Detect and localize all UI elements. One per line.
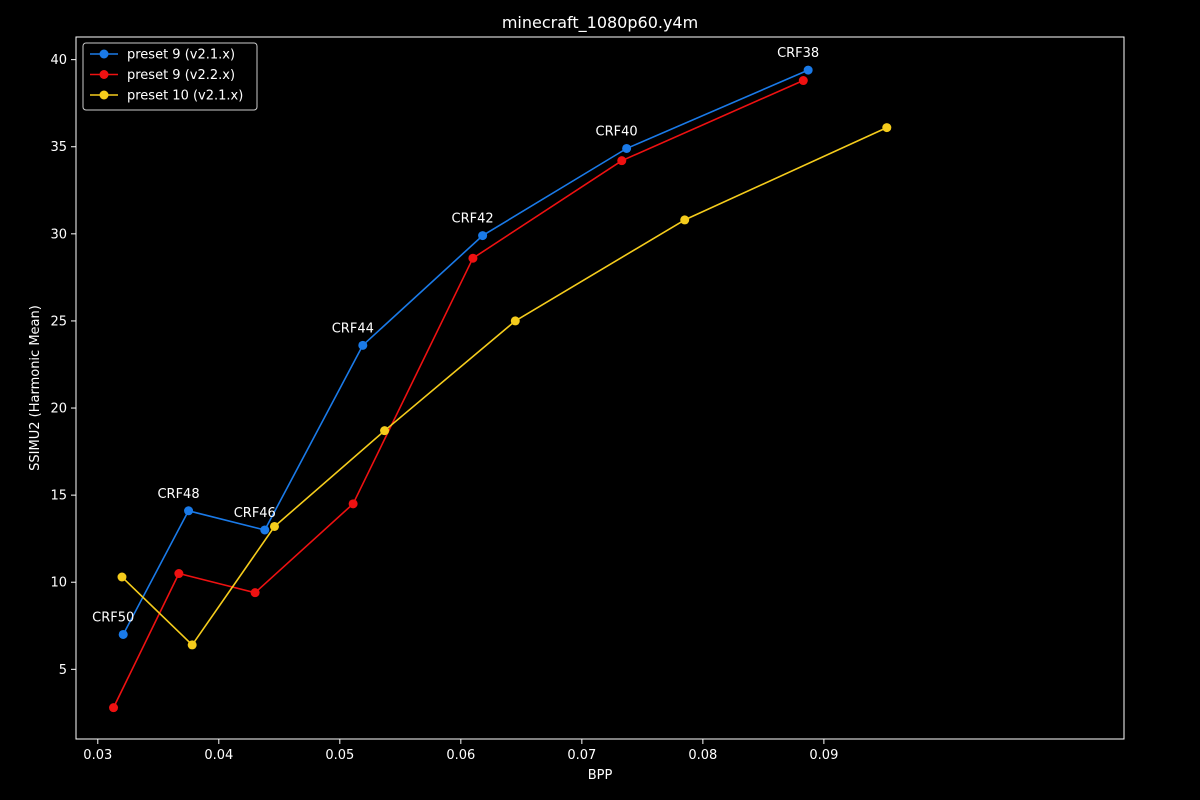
data-point-series-1	[358, 340, 368, 350]
chart-title: minecraft_1080p60.y4m	[502, 13, 698, 33]
data-point-series-2	[250, 588, 260, 598]
data-point-series-2	[174, 569, 184, 579]
data-point-series-3	[882, 123, 892, 133]
data-point-series-2	[617, 156, 627, 166]
data-point-series-2	[468, 253, 478, 263]
data-point-series-2	[109, 703, 119, 713]
x-tick-label: 0.05	[325, 748, 354, 763]
crf-annotation: CRF46	[234, 506, 276, 521]
x-tick-label: 0.07	[567, 748, 596, 763]
legend-label-3: preset 10 (v2.1.x)	[127, 89, 243, 104]
y-tick-label: 20	[50, 402, 67, 417]
data-point-series-3	[187, 640, 197, 650]
data-point-series-1	[803, 65, 813, 75]
crf-annotation: CRF50	[92, 610, 134, 625]
data-point-series-1	[118, 629, 128, 639]
data-point-series-2	[348, 499, 358, 509]
crf-annotation: CRF38	[777, 46, 819, 61]
crf-annotation: CRF42	[452, 212, 494, 227]
x-tick-label: 0.04	[204, 748, 233, 763]
legend-marker-1	[99, 49, 109, 59]
data-point-series-2	[798, 76, 808, 86]
x-tick-label: 0.08	[688, 748, 717, 763]
x-axis-title: BPP	[588, 768, 613, 783]
crf-annotation: CRF44	[332, 321, 374, 336]
data-point-series-1	[622, 143, 632, 153]
y-tick-label: 35	[50, 140, 67, 155]
y-tick-label: 10	[50, 576, 67, 591]
legend-label-2: preset 9 (v2.2.x)	[127, 68, 235, 83]
y-tick-label: 5	[59, 663, 67, 678]
legend-marker-3	[99, 90, 109, 100]
plot-area: 0.03 0.04 0.05 0.06 0.07 0.08 0.09 5 10 15 20 25 30 3…	[50, 36, 1125, 763]
y-tick-label: 30	[50, 227, 67, 242]
legend-marker-2	[99, 70, 109, 79]
y-tick-label: 15	[50, 489, 67, 504]
legend: preset 9 (v2.1.x) preset 9 (v2.2.x) preset…	[82, 42, 258, 111]
data-point-series-3	[117, 572, 127, 582]
data-point-series-3	[269, 521, 279, 531]
x-tick-label: 0.09	[809, 748, 838, 763]
y-tick-label: 25	[50, 314, 67, 329]
data-point-series-3	[680, 215, 690, 225]
crf-annotation: CRF40	[596, 124, 638, 139]
y-axis-title: SSIMU2 (Harmonic Mean)	[28, 305, 43, 471]
data-point-series-3	[380, 426, 390, 436]
legend-label-1: preset 9 (v2.1.x)	[127, 48, 235, 63]
legend-box	[82, 42, 258, 111]
data-point-series-3	[510, 316, 520, 326]
x-tick-label: 0.06	[446, 748, 475, 763]
crf-annotation: CRF48	[157, 487, 199, 502]
data-point-series-1	[184, 506, 194, 516]
data-point-series-1	[478, 231, 488, 241]
y-tick-label: 40	[50, 53, 67, 68]
data-point-series-1	[260, 525, 270, 535]
plot-frame	[75, 36, 1125, 740]
x-tick-label: 0.03	[83, 748, 112, 763]
